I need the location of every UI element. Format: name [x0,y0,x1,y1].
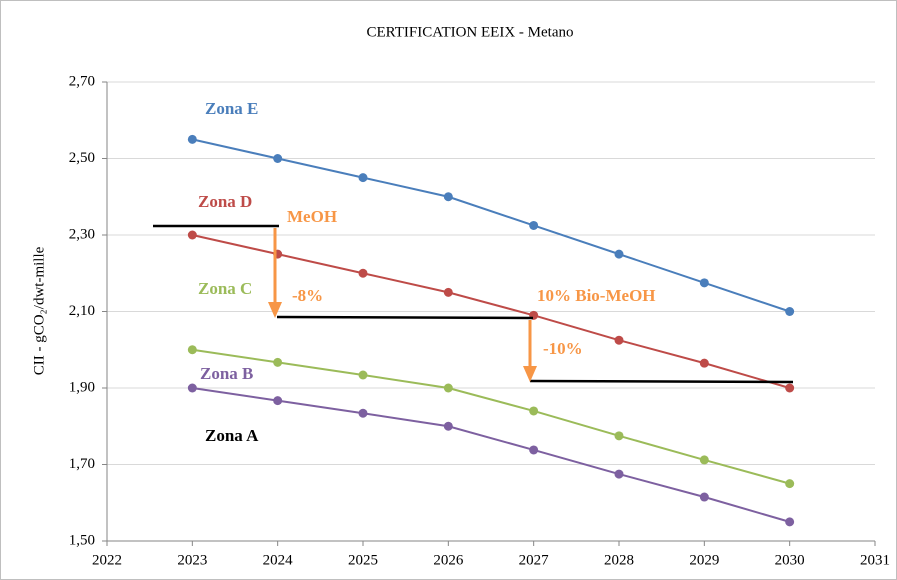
data-point [187,345,197,355]
data-point [358,268,368,278]
data-point [443,383,453,393]
y-tick-label: 2,10 [69,303,95,319]
data-point [273,396,283,406]
y-tick-label: 1,90 [69,379,95,395]
chart-title: CERTIFICATION EEIX - Metano [367,24,574,40]
x-tick-label: 2028 [604,552,634,568]
annotation: MeOH [287,207,337,226]
x-tick-label: 2031 [860,552,890,568]
data-point [699,278,709,288]
x-tick-label: 2023 [177,552,207,568]
data-point [699,358,709,368]
threshold-line [276,315,534,320]
y-axis-label: CII - gCO₂/dwt-mille [31,246,47,375]
data-point [273,154,283,163]
data-point [187,383,197,393]
x-tick-label: 2024 [263,552,294,568]
data-point [187,230,197,240]
series-label: Zona D [198,192,252,211]
series-label: Zona B [200,364,253,383]
annotation: 10% Bio-MeOH [537,286,656,305]
data-point [529,406,539,416]
annotation: -8% [292,286,323,305]
y-tick-label: 2,50 [69,150,95,166]
x-tick-label: 2026 [433,552,464,568]
x-tick-label: 2030 [775,552,805,568]
series-line [192,387,790,523]
data-point [614,431,624,441]
data-point [785,517,795,527]
data-point [443,421,453,431]
data-point [443,192,453,202]
x-tick-label: 2027 [519,552,550,568]
data-point [273,357,283,367]
data-point [785,383,795,393]
data-point [358,370,368,380]
data-point [358,173,368,183]
y-tick-label: 2,70 [69,73,95,89]
data-point [785,307,795,316]
series-line [192,138,790,313]
series-line [192,348,790,485]
x-tick-label: 2025 [348,552,378,568]
annotation-layer: Zona A MeOH -8% 10% Bio-MeOH -10% Zona E… [153,99,794,445]
annotation: -10% [543,339,583,358]
data-point [529,445,539,455]
data-point [699,492,709,502]
data-point [699,455,709,465]
series-label: Zona E [205,99,258,118]
data-point [614,249,624,259]
arrow-head [268,302,282,318]
series-label: Zona C [198,279,252,298]
y-tick-label: 1,70 [69,456,95,472]
arrow-head [523,366,537,382]
y-tick-label: 1,50 [69,532,95,548]
x-tick-label: 2022 [92,552,122,568]
y-tick-label: 2,30 [69,226,95,242]
data-point [614,335,624,345]
data-point [358,408,368,418]
data-point [614,469,624,479]
x-tick-label: 2029 [689,552,719,568]
data-point [187,134,197,144]
series-line [192,234,790,389]
zone-label: Zona A [205,426,259,445]
data-point [785,479,795,489]
data-point [443,287,453,297]
data-point [529,220,539,230]
threshold-line [529,379,794,384]
